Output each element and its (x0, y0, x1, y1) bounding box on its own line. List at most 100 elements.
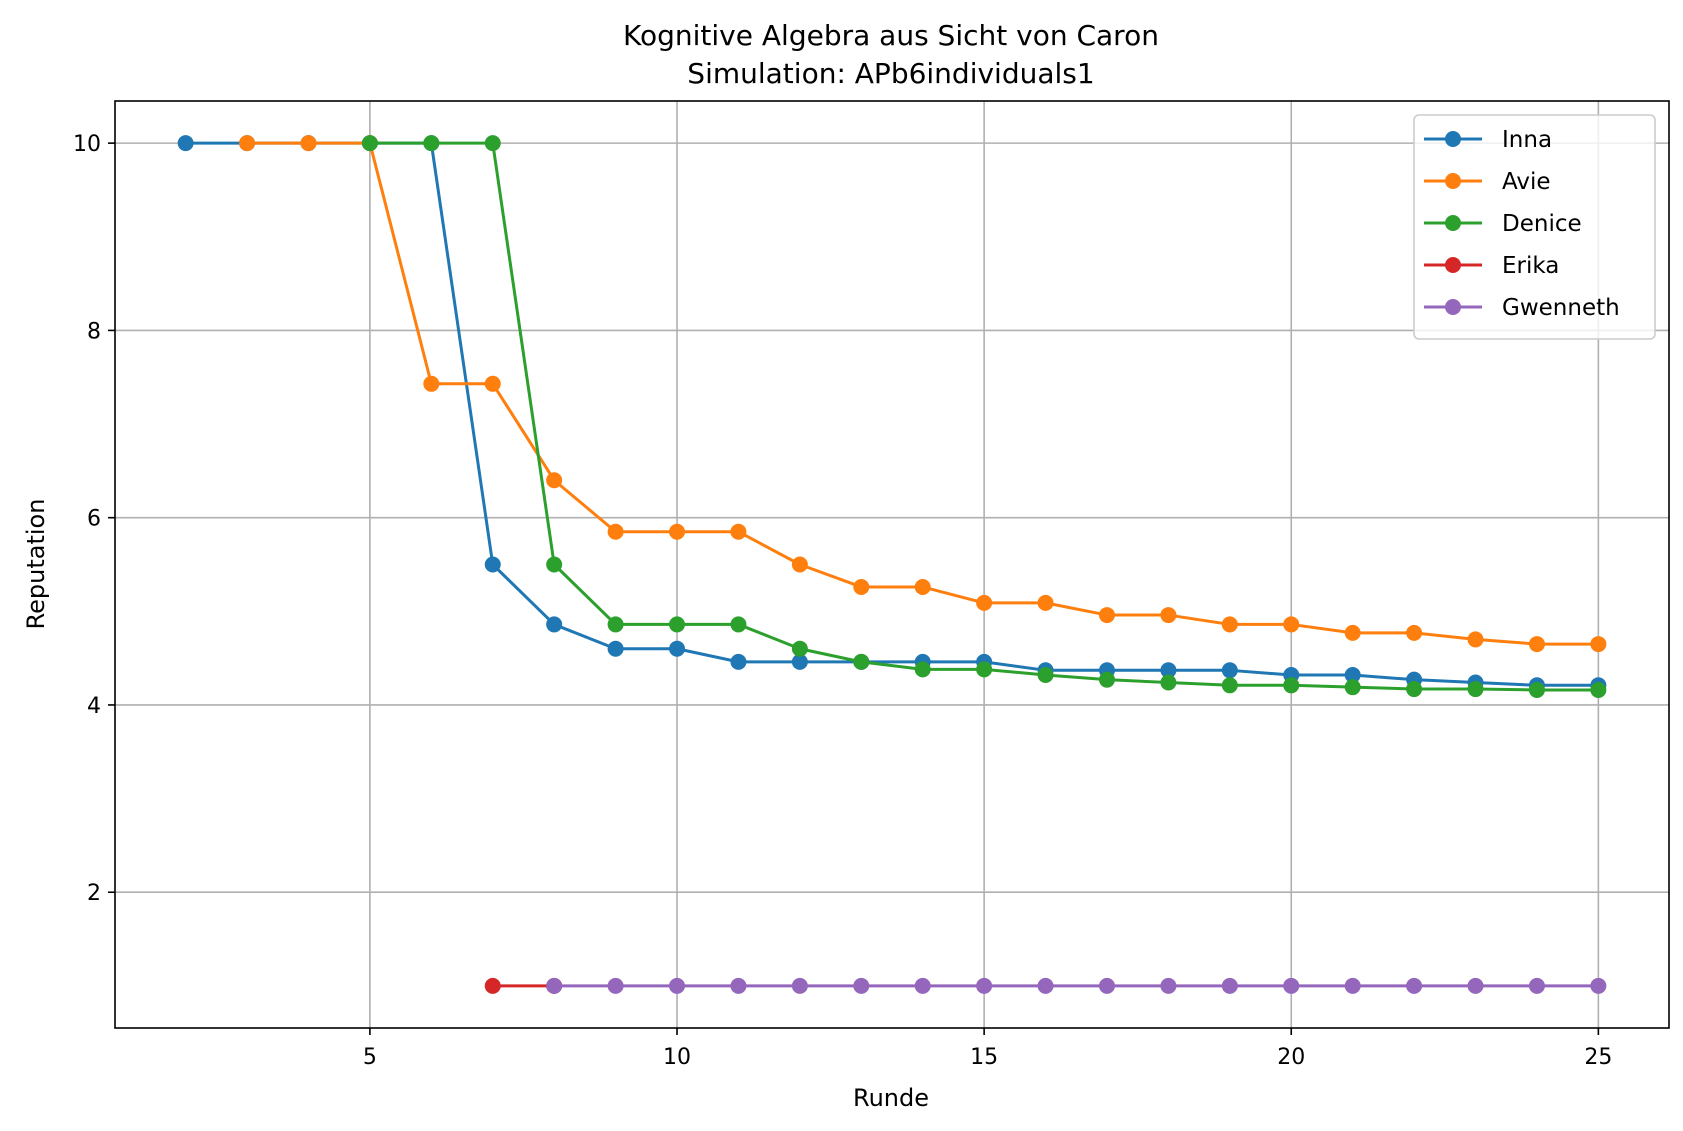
axis-ticks: 5 10 15 20 25 2 4 6 8 10 (73, 132, 1612, 1070)
series-group (177, 135, 1607, 994)
data-point-denice (546, 556, 563, 573)
data-point-avie (1098, 607, 1115, 624)
data-point-avie (1221, 616, 1238, 633)
legend-entry-inna: Inna (1424, 127, 1552, 153)
data-point-inna (546, 616, 563, 633)
x-tick-label: 5 (363, 1045, 377, 1070)
data-point-gwenneth (1160, 977, 1177, 994)
data-point-denice (976, 661, 993, 678)
data-point-avie (1467, 631, 1484, 648)
data-point-gwenneth (1283, 977, 1300, 994)
legend-marker-inna (1445, 131, 1461, 147)
data-point-gwenneth (1467, 977, 1484, 994)
data-point-avie (853, 578, 870, 595)
y-axis-label: Reputation (22, 499, 50, 630)
data-point-inna (607, 640, 624, 657)
y-tick-label: 6 (87, 507, 101, 532)
data-point-avie (1528, 636, 1545, 653)
data-point-avie (730, 523, 747, 540)
data-point-avie (669, 523, 686, 540)
y-tick-label: 8 (87, 319, 101, 344)
data-point-inna (484, 556, 501, 573)
data-point-denice (607, 616, 624, 633)
data-point-denice (1221, 677, 1238, 694)
data-point-gwenneth (1528, 977, 1545, 994)
legend-marker-erika (1445, 257, 1461, 273)
data-point-erika (484, 977, 501, 994)
data-point-denice (853, 653, 870, 670)
data-point-gwenneth (607, 977, 624, 994)
data-point-denice (423, 135, 440, 152)
data-point-denice (1528, 681, 1545, 698)
data-point-avie (791, 556, 808, 573)
data-point-denice (1283, 677, 1300, 694)
x-tick-label: 20 (1277, 1045, 1305, 1070)
data-point-gwenneth (1221, 977, 1238, 994)
x-tick-label: 15 (970, 1045, 998, 1070)
legend-label-gwenneth: Gwenneth (1502, 295, 1620, 321)
legend-entry-erika: Erika (1424, 253, 1559, 279)
data-point-avie (423, 375, 440, 392)
data-point-inna (1160, 662, 1177, 679)
data-point-denice (669, 616, 686, 633)
data-point-gwenneth (976, 977, 993, 994)
x-tick-label: 25 (1584, 1045, 1612, 1070)
chart-subtitle: Simulation: APb6individuals1 (687, 57, 1094, 90)
chart-title: Kognitive Algebra aus Sicht von Caron (623, 19, 1159, 52)
data-point-inna (669, 640, 686, 657)
data-point-denice (914, 661, 931, 678)
data-point-avie (300, 135, 317, 152)
x-tick-label: 10 (663, 1045, 691, 1070)
data-point-denice (1406, 681, 1423, 698)
legend-marker-gwenneth (1445, 299, 1461, 315)
data-point-avie (1344, 624, 1361, 641)
series-line-avie (247, 141, 1599, 646)
plot-frame (114, 100, 1670, 1029)
data-point-avie (914, 578, 931, 595)
series-denice (361, 135, 1607, 698)
data-point-avie (607, 523, 624, 540)
data-point-inna (730, 653, 747, 670)
data-point-gwenneth (853, 977, 870, 994)
data-point-avie (1283, 616, 1300, 633)
data-point-avie (239, 135, 256, 152)
y-tick-label: 2 (87, 881, 101, 906)
legend-entry-avie: Avie (1424, 169, 1551, 195)
data-point-gwenneth (1590, 977, 1607, 994)
data-point-denice (1160, 674, 1177, 691)
series-gwenneth (546, 977, 1607, 994)
legend-label-erika: Erika (1502, 253, 1559, 279)
data-point-avie (1406, 624, 1423, 641)
data-point-gwenneth (1406, 977, 1423, 994)
legend-entry-denice: Denice (1424, 211, 1582, 237)
legend-entry-gwenneth: Gwenneth (1424, 295, 1620, 321)
series-avie (239, 135, 1607, 653)
data-point-denice (730, 616, 747, 633)
data-point-inna (791, 653, 808, 670)
grid (115, 101, 1669, 1028)
data-point-avie (1037, 594, 1054, 611)
y-tick-label: 4 (87, 694, 101, 719)
data-point-gwenneth (1344, 977, 1361, 994)
data-point-avie (546, 472, 563, 489)
data-point-inna (177, 135, 194, 152)
data-point-gwenneth (791, 977, 808, 994)
data-point-avie (1160, 607, 1177, 624)
data-point-denice (1467, 681, 1484, 698)
data-point-denice (1344, 679, 1361, 696)
data-point-inna (1221, 662, 1238, 679)
legend-marker-denice (1445, 215, 1461, 231)
data-point-gwenneth (546, 977, 563, 994)
legend-marker-avie (1445, 173, 1461, 189)
data-point-denice (484, 135, 501, 152)
legend: Inna Avie Denice Erika Gwenneth (1413, 114, 1656, 340)
data-point-denice (361, 135, 378, 152)
data-point-gwenneth (914, 977, 931, 994)
x-axis-label: Runde (853, 1084, 929, 1112)
data-point-denice (791, 640, 808, 657)
data-point-avie (484, 375, 501, 392)
data-point-avie (976, 594, 993, 611)
series-line-inna (185, 141, 1599, 687)
